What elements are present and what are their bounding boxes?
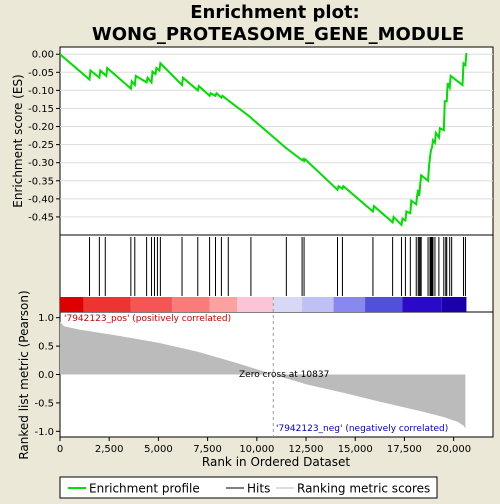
- legend-enrichment-label: Enrichment profile: [89, 482, 200, 496]
- x-tick-label: 20,000: [436, 444, 471, 455]
- colorbar-segment: [333, 297, 366, 312]
- legend-ranking-label: Ranking metric scores: [297, 482, 430, 496]
- es-y-tick-label: -0.25: [28, 140, 54, 151]
- x-tick-label: 15,000: [338, 444, 373, 455]
- es-y-tick-label: -0.05: [28, 68, 54, 79]
- rank-y-axis-label: Ranked list metric (Pearson): [17, 290, 31, 459]
- es-y-tick-label: 0.00: [32, 50, 54, 61]
- rank-metric-area: [60, 321, 466, 429]
- x-axis-label: Rank in Ordered Dataset: [202, 455, 350, 469]
- rank-y-tick-label: 1.0: [38, 313, 54, 324]
- es-y-axis-label: Enrichment score (ES): [11, 74, 25, 207]
- legend-hits-label: Hits: [247, 482, 270, 496]
- positive-correlation-label: '7942123_pos' (positively correlated): [64, 314, 231, 324]
- colorbar-segment: [402, 297, 442, 312]
- x-tick-label: 17,500: [387, 444, 422, 455]
- es-y-tick-label: -0.15: [28, 104, 54, 115]
- rank-y-tick-label: -1.0: [34, 427, 54, 438]
- es-y-axis: 0.00 -0.05 -0.10 -0.15 -0.20 -0.25 -0.30 -0.35 -…: [28, 50, 60, 223]
- x-tick-label: 2,500: [95, 444, 124, 455]
- es-y-tick-label: -0.40: [28, 194, 54, 205]
- colorbar-segment: [273, 297, 303, 312]
- es-y-tick-label: -0.30: [28, 158, 54, 169]
- rank-colorbar: [60, 297, 467, 312]
- x-axis: 0 2,500 5,000 7,500 10,000 12,500 15,000 17,500…: [57, 437, 471, 455]
- colorbar-segment: [172, 297, 210, 312]
- es-y-tick-label: -0.10: [28, 86, 54, 97]
- colorbar-segment: [237, 297, 274, 312]
- es-curve-group: [59, 53, 468, 228]
- chart-title-line1: Enrichment plot:: [190, 2, 360, 23]
- x-tick-label: 5,000: [144, 444, 173, 455]
- legend-box: [59, 476, 438, 499]
- es-y-tick-label: -0.35: [28, 176, 54, 187]
- es-curve-line: [59, 53, 468, 228]
- zero-cross-label: Zero cross at 10837: [239, 370, 329, 380]
- x-tick-label: 10,000: [239, 444, 274, 455]
- colorbar-segment: [130, 297, 173, 312]
- es-y-tick-label: -0.20: [28, 122, 54, 133]
- rank-metric-fill: [60, 321, 466, 429]
- colorbar-segment: [83, 297, 131, 312]
- colorbar-segment: [302, 297, 334, 312]
- rank-y-axis: 1.0 0.5 0.0 -0.5 -1.0: [34, 313, 60, 438]
- colorbar-segment: [209, 297, 238, 312]
- negative-correlation-label: '7942123_neg' (negatively correlated): [276, 424, 448, 434]
- es-gridlines: [60, 53, 493, 218]
- rank-y-tick-label: 0.5: [38, 342, 54, 353]
- colorbar-segment: [60, 297, 84, 312]
- hit-markers: [89, 237, 466, 296]
- rank-y-tick-label: -0.5: [34, 398, 54, 409]
- rank-y-tick-label: 0.0: [38, 370, 54, 381]
- x-tick-label: 7,500: [193, 444, 222, 455]
- colorbar-segment: [441, 297, 467, 312]
- x-tick-label: 12,500: [289, 444, 324, 455]
- x-tick-label: 0: [57, 444, 63, 455]
- es-y-tick-label: -0.45: [28, 212, 54, 223]
- chart-title-line2: WONG_PROTEASOME_GENE_MODULE: [92, 24, 464, 45]
- legend: Enrichment profile Hits Ranking metric sco…: [68, 482, 430, 496]
- colorbar-segment: [365, 297, 403, 312]
